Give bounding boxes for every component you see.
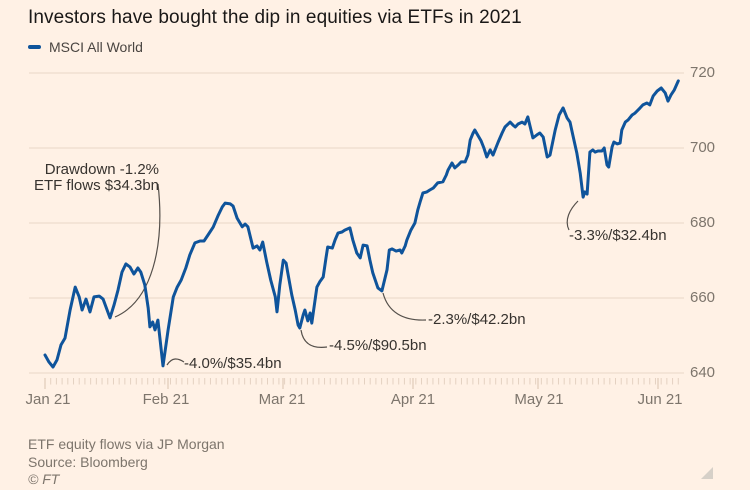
x-axis-ticks <box>44 378 679 389</box>
x-axis-label: Apr 21 <box>390 391 436 408</box>
annotation-note: -4.5%/$90.5bn <box>329 338 427 354</box>
x-axis-label: Mar 21 <box>258 391 306 408</box>
gridlines <box>29 72 684 374</box>
y-axis-label: 660 <box>690 289 716 306</box>
x-axis-label: Jan 21 <box>25 391 71 408</box>
annotation-line: Drawdown -1.2% <box>44 161 159 178</box>
annotation-line: ETF flows $34.3bn <box>33 177 159 194</box>
annotation-line: -4.0%/$35.4bn <box>184 355 282 372</box>
y-axis-label: 700 <box>690 139 716 156</box>
annotation-connector <box>166 358 185 366</box>
ft-copyright: © FT <box>28 471 60 487</box>
page-title: Investors have bought the dip in equitie… <box>28 7 522 28</box>
annotation-line: -3.3%/$32.4bn <box>569 227 667 244</box>
legend: MSCI All World <box>28 39 143 55</box>
annotation-note: -3.3%/$32.4bn <box>569 228 667 244</box>
annotation-line: -2.3%/$42.2bn <box>428 311 526 328</box>
annotation-connectors <box>114 183 579 366</box>
legend-line-swatch <box>28 45 41 49</box>
source-line: Source: Bloomberg <box>28 454 148 470</box>
x-axis-label: Jun 21 <box>637 391 683 408</box>
y-axis-label: 640 <box>690 364 716 381</box>
y-axis-label: 680 <box>690 214 716 231</box>
x-axis-label: Feb 21 <box>142 391 190 408</box>
annotation-note: -4.0%/$35.4bn <box>184 356 282 372</box>
y-axis-label: 720 <box>690 64 716 81</box>
annotation-note: -2.3%/$42.2bn <box>428 312 526 328</box>
annotation-line: -4.5%/$90.5bn <box>329 337 427 354</box>
legend-label: MSCI All World <box>49 39 143 55</box>
annotation-note: Drawdown -1.2% ETF flows $34.3bn <box>34 162 159 194</box>
annotation-connector <box>114 183 161 318</box>
resize-handle-icon[interactable] <box>701 467 713 479</box>
msci-all-world-line <box>43 79 680 369</box>
footnote: ETF equity flows via JP Morgan <box>28 436 225 452</box>
annotation-connector <box>382 292 427 321</box>
annotation-connector <box>566 200 579 231</box>
annotation-connector <box>300 329 328 348</box>
x-axis-label: May 21 <box>514 391 564 408</box>
